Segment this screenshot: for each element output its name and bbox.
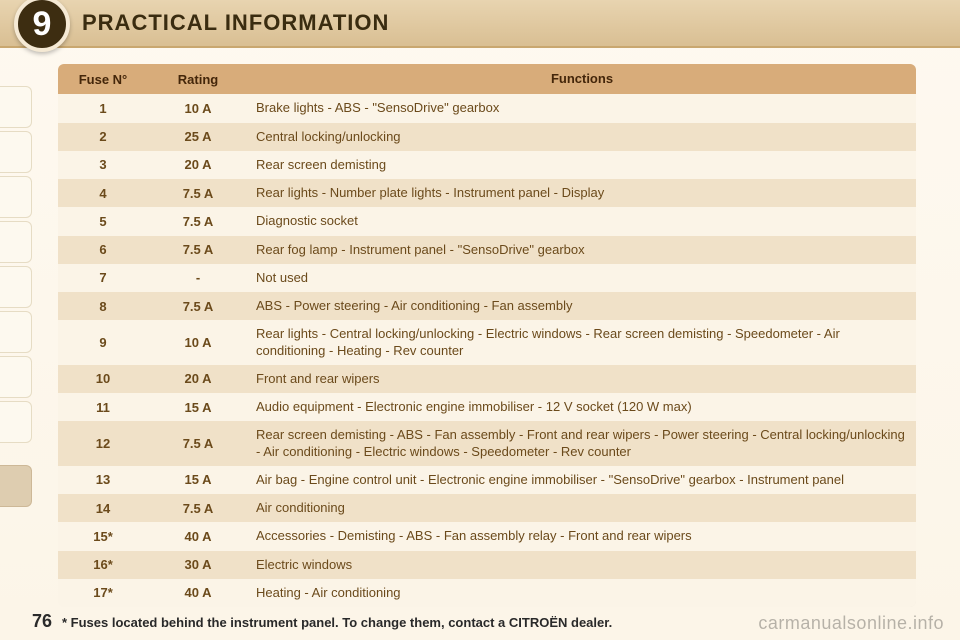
- cell-function: Rear screen demisting - ABS - Fan assemb…: [248, 421, 916, 466]
- cell-rating: 40 A: [148, 522, 248, 550]
- table-row: 15*40 AAccessories - Demisting - ABS - F…: [58, 522, 916, 550]
- table-row: 320 ARear screen demisting: [58, 151, 916, 179]
- table-row: 67.5 ARear fog lamp - Instrument panel -…: [58, 236, 916, 264]
- cell-fuse: 14: [58, 494, 148, 522]
- cell-rating: 7.5 A: [148, 207, 248, 235]
- cell-rating: 20 A: [148, 365, 248, 393]
- side-tab[interactable]: [0, 86, 32, 128]
- cell-function: Not used: [248, 264, 916, 292]
- cell-function: Rear lights - Central locking/unlocking …: [248, 320, 916, 365]
- cell-fuse: 4: [58, 179, 148, 207]
- cell-function: Diagnostic socket: [248, 207, 916, 235]
- side-tab[interactable]: [0, 356, 32, 398]
- cell-fuse: 5: [58, 207, 148, 235]
- cell-function: Brake lights - ABS - "SensoDrive" gearbo…: [248, 94, 916, 122]
- page-number: 76: [32, 611, 52, 632]
- cell-function: Audio equipment - Electronic engine immo…: [248, 393, 916, 421]
- footnote: * Fuses located behind the instrument pa…: [62, 615, 612, 630]
- cell-rating: 10 A: [148, 320, 248, 365]
- cell-fuse: 3: [58, 151, 148, 179]
- table-row: 225 ACentral locking/unlocking: [58, 123, 916, 151]
- cell-function: Electric windows: [248, 551, 916, 579]
- manual-page: 9 PRACTICAL INFORMATION Fuse N° Rating F…: [0, 0, 960, 640]
- table-row: 7-Not used: [58, 264, 916, 292]
- cell-rating: 15 A: [148, 393, 248, 421]
- cell-rating: 30 A: [148, 551, 248, 579]
- fuse-table-wrap: Fuse N° Rating Functions 110 ABrake ligh…: [58, 64, 916, 607]
- col-header-functions: Functions: [248, 64, 916, 94]
- cell-function: Heating - Air conditioning: [248, 579, 916, 607]
- side-tab[interactable]: [0, 311, 32, 353]
- table-row: 1115 AAudio equipment - Electronic engin…: [58, 393, 916, 421]
- cell-fuse: 1: [58, 94, 148, 122]
- cell-function: Accessories - Demisting - ABS - Fan asse…: [248, 522, 916, 550]
- side-tab[interactable]: [0, 221, 32, 263]
- side-tab[interactable]: [0, 176, 32, 218]
- cell-function: ABS - Power steering - Air conditioning …: [248, 292, 916, 320]
- table-row: 57.5 ADiagnostic socket: [58, 207, 916, 235]
- table-row: 910 ARear lights - Central locking/unloc…: [58, 320, 916, 365]
- cell-function: Air conditioning: [248, 494, 916, 522]
- cell-rating: 20 A: [148, 151, 248, 179]
- cell-fuse: 17*: [58, 579, 148, 607]
- cell-rating: -: [148, 264, 248, 292]
- cell-rating: 7.5 A: [148, 236, 248, 264]
- side-tab[interactable]: [0, 266, 32, 308]
- table-row: 147.5 AAir conditioning: [58, 494, 916, 522]
- cell-rating: 40 A: [148, 579, 248, 607]
- fuse-table: Fuse N° Rating Functions 110 ABrake ligh…: [58, 64, 916, 607]
- cell-fuse: 7: [58, 264, 148, 292]
- col-header-rating: Rating: [148, 64, 248, 94]
- watermark: carmanualsonline.info: [758, 613, 944, 634]
- cell-function: Central locking/unlocking: [248, 123, 916, 151]
- cell-fuse: 15*: [58, 522, 148, 550]
- cell-fuse: 12: [58, 421, 148, 466]
- cell-fuse: 6: [58, 236, 148, 264]
- side-tabs: [0, 86, 32, 507]
- cell-function: Air bag - Engine control unit - Electron…: [248, 466, 916, 494]
- table-row: 87.5 AABS - Power steering - Air conditi…: [58, 292, 916, 320]
- table-row: 16*30 AElectric windows: [58, 551, 916, 579]
- cell-function: Rear fog lamp - Instrument panel - "Sens…: [248, 236, 916, 264]
- side-tab-active[interactable]: [0, 465, 32, 507]
- page-title: PRACTICAL INFORMATION: [82, 10, 389, 36]
- cell-function: Rear lights - Number plate lights - Inst…: [248, 179, 916, 207]
- side-tab[interactable]: [0, 401, 32, 443]
- cell-rating: 15 A: [148, 466, 248, 494]
- cell-fuse: 9: [58, 320, 148, 365]
- table-row: 47.5 ARear lights - Number plate lights …: [58, 179, 916, 207]
- cell-rating: 7.5 A: [148, 179, 248, 207]
- cell-function: Rear screen demisting: [248, 151, 916, 179]
- cell-rating: 25 A: [148, 123, 248, 151]
- cell-fuse: 11: [58, 393, 148, 421]
- table-row: 1020 AFront and rear wipers: [58, 365, 916, 393]
- side-tab[interactable]: [0, 131, 32, 173]
- col-header-fuse: Fuse N°: [58, 64, 148, 94]
- cell-rating: 10 A: [148, 94, 248, 122]
- cell-rating: 7.5 A: [148, 421, 248, 466]
- cell-function: Front and rear wipers: [248, 365, 916, 393]
- table-row: 110 ABrake lights - ABS - "SensoDrive" g…: [58, 94, 916, 122]
- table-header-row: Fuse N° Rating Functions: [58, 64, 916, 94]
- table-row: 127.5 ARear screen demisting - ABS - Fan…: [58, 421, 916, 466]
- cell-rating: 7.5 A: [148, 494, 248, 522]
- cell-fuse: 13: [58, 466, 148, 494]
- cell-fuse: 10: [58, 365, 148, 393]
- table-row: 1315 AAir bag - Engine control unit - El…: [58, 466, 916, 494]
- cell-fuse: 2: [58, 123, 148, 151]
- table-row: 17*40 AHeating - Air conditioning: [58, 579, 916, 607]
- cell-fuse: 16*: [58, 551, 148, 579]
- cell-rating: 7.5 A: [148, 292, 248, 320]
- cell-fuse: 8: [58, 292, 148, 320]
